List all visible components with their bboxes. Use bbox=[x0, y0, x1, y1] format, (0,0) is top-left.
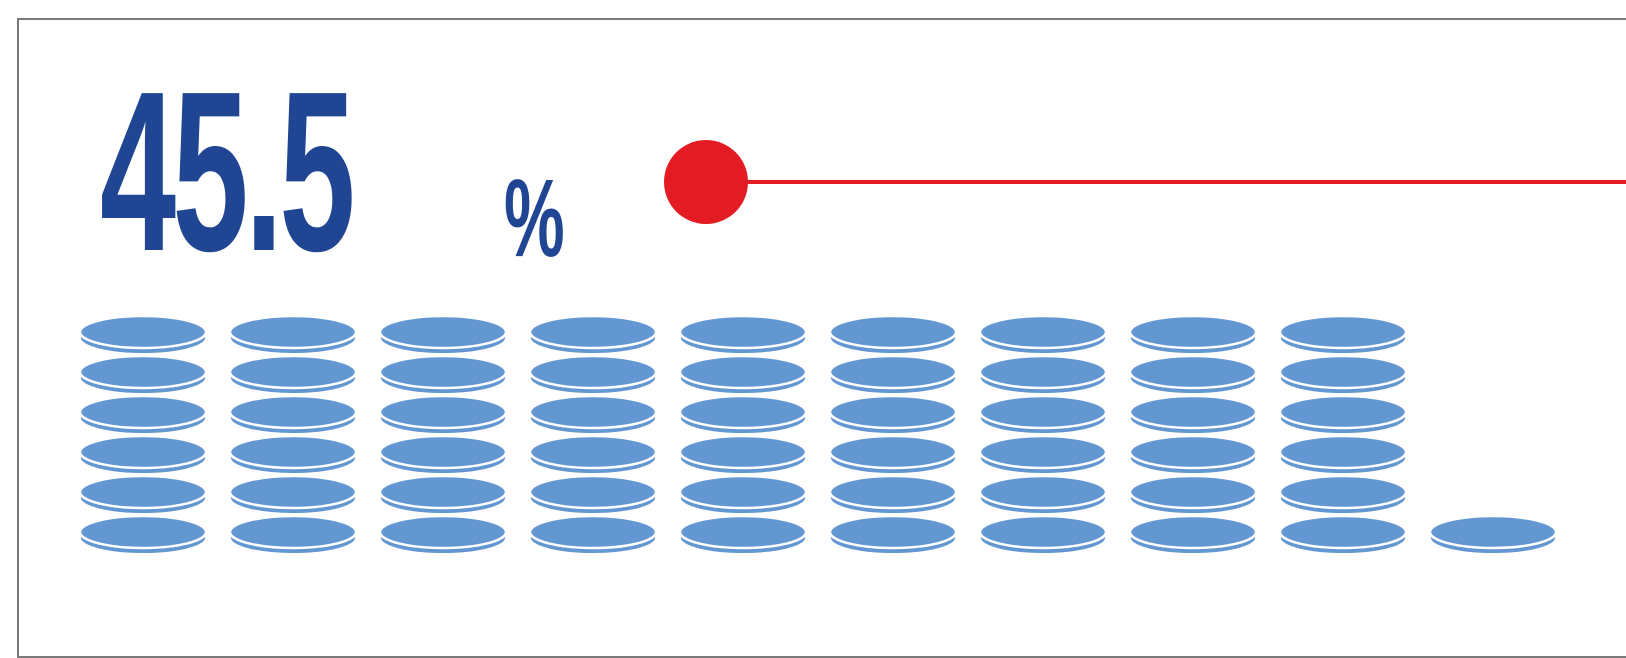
coin-icon bbox=[678, 474, 808, 515]
coin-icon bbox=[228, 354, 358, 395]
stat-value: 45.5 bbox=[100, 45, 355, 299]
coin-icon bbox=[528, 314, 658, 355]
coin-icon bbox=[228, 394, 358, 435]
coin-icon bbox=[1128, 354, 1258, 395]
coin-icon bbox=[828, 514, 958, 555]
coin-icon bbox=[1128, 514, 1258, 555]
coin-icon bbox=[978, 314, 1108, 355]
coin-icon bbox=[228, 314, 358, 355]
coin-icon bbox=[1128, 474, 1258, 515]
coin-icon bbox=[78, 394, 208, 435]
coin-icon bbox=[1128, 394, 1258, 435]
coin-icon bbox=[978, 474, 1108, 515]
coin-icon bbox=[1278, 514, 1408, 555]
coin-icon bbox=[528, 434, 658, 475]
coin-icon bbox=[378, 474, 508, 515]
coin-icon bbox=[978, 354, 1108, 395]
coin-icon bbox=[1278, 474, 1408, 515]
coin-icon bbox=[78, 514, 208, 555]
coin-icon bbox=[828, 354, 958, 395]
coin-icon bbox=[228, 434, 358, 475]
coin-stack bbox=[1428, 514, 1558, 555]
coin-icon bbox=[678, 514, 808, 555]
coin-stack bbox=[1278, 314, 1408, 555]
coin-icon bbox=[1428, 514, 1558, 555]
coin-icon bbox=[678, 394, 808, 435]
coin-icon bbox=[678, 434, 808, 475]
coin-icon bbox=[78, 354, 208, 395]
coin-stack bbox=[228, 314, 358, 555]
coin-icon bbox=[378, 394, 508, 435]
coin-icon bbox=[978, 394, 1108, 435]
coin-icon bbox=[1278, 314, 1408, 355]
coin-icon bbox=[528, 354, 658, 395]
coin-icon bbox=[1128, 314, 1258, 355]
coin-icon bbox=[678, 314, 808, 355]
coin-icon bbox=[1278, 434, 1408, 475]
stat-figure: 45.5 % bbox=[100, 45, 565, 299]
coin-stack bbox=[378, 314, 508, 555]
coin-stack bbox=[528, 314, 658, 555]
coin-icon bbox=[378, 514, 508, 555]
coin-icon bbox=[528, 474, 658, 515]
coin-icon bbox=[828, 434, 958, 475]
coin-icon bbox=[528, 394, 658, 435]
coin-stack bbox=[1128, 314, 1258, 555]
coin-icon bbox=[828, 394, 958, 435]
coin-icon bbox=[1128, 434, 1258, 475]
coin-icon bbox=[528, 514, 658, 555]
coin-icon bbox=[228, 474, 358, 515]
stat-unit: % bbox=[504, 157, 565, 280]
coin-stack bbox=[78, 314, 208, 555]
coin-icon bbox=[978, 514, 1108, 555]
coin-icon bbox=[378, 354, 508, 395]
coin-icon bbox=[78, 474, 208, 515]
coin-icon bbox=[1278, 394, 1408, 435]
coin-stack bbox=[978, 314, 1108, 555]
coin-stack bbox=[678, 314, 808, 555]
coin-icon bbox=[1278, 354, 1408, 395]
coin-icon bbox=[378, 434, 508, 475]
coin-icon bbox=[78, 314, 208, 355]
coin-stack bbox=[828, 314, 958, 555]
coin-icon bbox=[78, 434, 208, 475]
coin-stacks bbox=[78, 314, 1558, 555]
coin-icon bbox=[828, 314, 958, 355]
coin-icon bbox=[228, 514, 358, 555]
coin-icon bbox=[678, 354, 808, 395]
coin-icon bbox=[828, 474, 958, 515]
coin-icon bbox=[378, 314, 508, 355]
coin-icon bbox=[978, 434, 1108, 475]
